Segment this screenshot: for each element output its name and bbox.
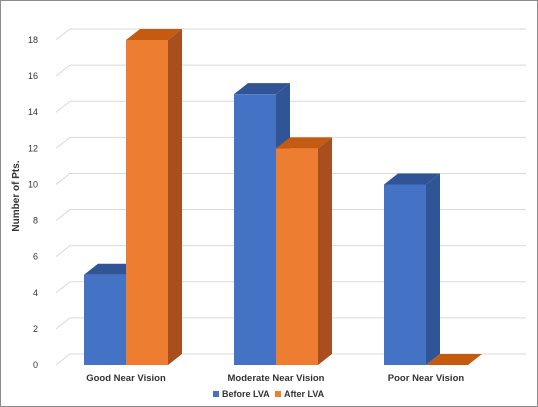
bar-side — [426, 173, 440, 365]
bar-top — [126, 29, 182, 40]
gridline-diag — [55, 317, 71, 330]
bar-top — [234, 83, 290, 95]
bar-top — [384, 173, 440, 185]
gridline-diag — [55, 100, 71, 113]
gridline-diag — [55, 353, 71, 366]
bar-top — [426, 354, 482, 365]
legend-label: Before LVA — [222, 389, 270, 399]
x-category-label: Moderate Near Vision — [228, 373, 325, 384]
y-tick-label: 6 — [33, 252, 38, 262]
y-tick-label: 12 — [28, 143, 38, 153]
legend-label: After LVA — [284, 389, 325, 399]
bar-before — [84, 274, 126, 365]
y-tick-label: 18 — [28, 35, 38, 45]
gridline-diag — [55, 173, 71, 185]
bar-side — [318, 137, 332, 365]
bar-side — [168, 29, 182, 365]
bar-top — [276, 137, 332, 149]
gridline-diag — [55, 64, 71, 77]
x-category-label: Poor Near Vision — [388, 373, 465, 384]
y-tick-label: 14 — [28, 107, 38, 117]
y-tick-label: 2 — [33, 324, 38, 334]
legend-swatch — [213, 391, 219, 397]
gridline-diag — [55, 209, 71, 221]
bar-before — [234, 94, 276, 366]
y-tick-label: 8 — [33, 216, 38, 226]
axis-labels: 0 2 4 6 8 10 12 14 16 18 Good Near Vision Moderate … — [28, 35, 464, 384]
bar-before — [384, 184, 426, 365]
bars — [84, 29, 482, 366]
gridline-diag — [55, 245, 71, 258]
gridline-diag — [55, 28, 71, 41]
bar-after — [276, 148, 318, 365]
bar-after — [126, 40, 168, 365]
y-axis-title: Number of Pts. — [11, 160, 22, 231]
y-tick-label: 16 — [28, 71, 38, 81]
y-tick-label: 4 — [33, 288, 38, 298]
gridline-diag — [55, 136, 71, 149]
legend: Before LVA After LVA — [213, 389, 325, 399]
y-tick-label: 10 — [28, 179, 38, 189]
legend-swatch — [275, 391, 281, 397]
x-category-label: Good Near Vision — [86, 373, 166, 384]
gridline-diag — [55, 281, 71, 294]
y-tick-label: 0 — [33, 360, 38, 370]
